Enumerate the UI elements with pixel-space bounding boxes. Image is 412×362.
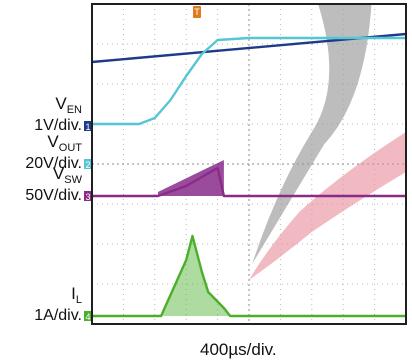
channel-scale-out: 20V/div. [25,155,82,172]
channel-label-l: IL [71,284,82,308]
channel-label-sub: SW [64,174,82,186]
channel-label-sw: VSW [52,164,82,188]
channel-label-main: V [47,132,59,151]
zoom-callouts [249,4,406,280]
channel-scale-en: 1V/div. [34,117,82,134]
timebase-label: 400µs/div. [200,340,277,359]
trace-out [92,36,406,126]
channel-marker-1 [84,121,92,131]
trigger-marker-icon [193,6,201,18]
callout-band-gray [252,4,372,264]
trace-sw [92,166,406,198]
channel-marker-label: 4 [85,312,90,322]
trace-l [92,234,406,318]
channel-label-en: VEN [55,94,82,118]
callout-band-pink [249,132,406,280]
channel-label-sub: L [75,294,82,306]
channel-label-main: I [71,284,76,303]
channel-label-sub: EN [66,104,82,116]
trigger-marker-label: T [194,7,200,17]
channel-marker-4 [84,311,92,321]
channel-label-out: VOUT [47,132,82,156]
channel-marker-3 [84,191,92,201]
channel-markers: 1 2 3 4 T [84,6,201,322]
trace-fill-sw [157,160,224,196]
scope-traces [91,32,407,318]
channel-marker-2 [84,159,92,169]
channel-marker-label: 3 [85,192,90,202]
channel-scale-sw: 50V/div. [25,187,82,204]
channel-marker-label: 2 [85,160,90,170]
channel-scale-l: 1A/div. [34,307,82,324]
channel-label-sub: OUT [58,142,82,154]
channel-marker-label: 1 [85,122,90,132]
channel-label-main: V [52,164,65,183]
channel-label-main: V [55,94,67,113]
scope-frame [91,3,407,325]
